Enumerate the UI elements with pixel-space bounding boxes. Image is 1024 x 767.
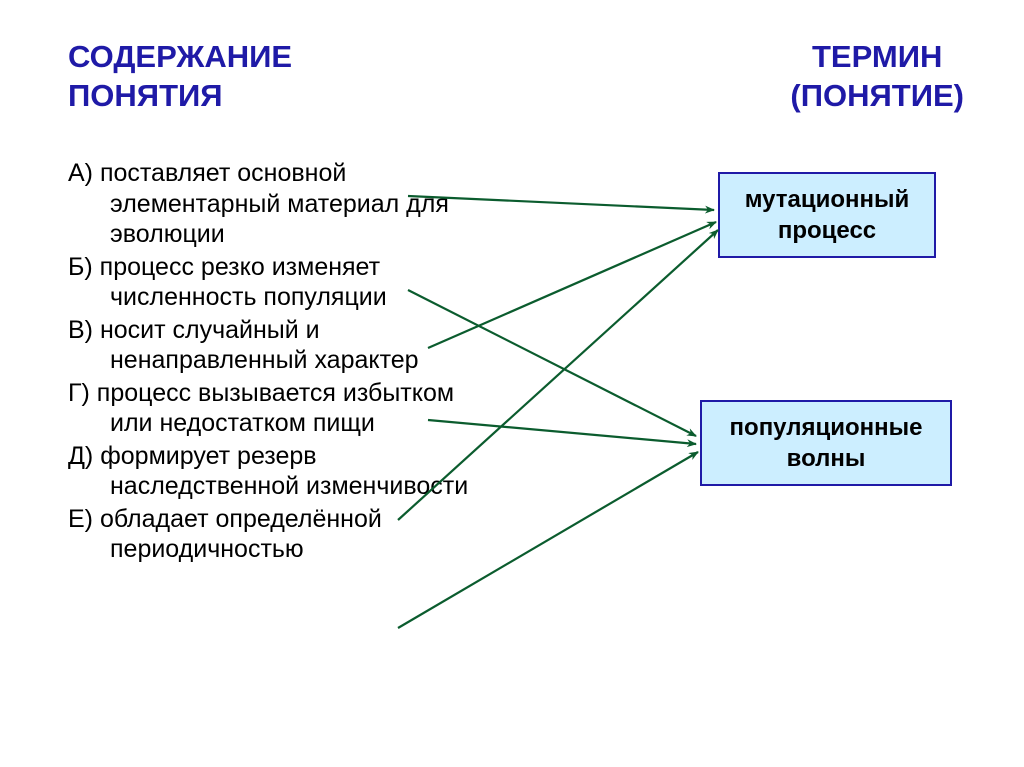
term2-line1: популяционные [730,414,923,441]
term-box-2: популяционные волны [700,400,952,486]
list-item-a: А) поставляет основной элементарный мате… [68,158,488,250]
right-heading: ТЕРМИН (ПОНЯТИЕ) [790,38,964,116]
list-item-b: Б) процесс резко изменяет численность по… [68,252,488,313]
right-heading-line1: ТЕРМИН [812,39,942,74]
list-item-e: Д) формирует резерв наследственной измен… [68,441,488,502]
list-item-d: Г) процесс вызывается избытком или недос… [68,378,488,439]
left-heading-line2: ПОНЯТИЯ [68,78,223,113]
term-box-1: мутационный процесс [718,172,936,258]
content-list: А) поставляет основной элементарный мате… [68,158,488,567]
list-item-f: Е) обладает определённой периодичностью [68,504,488,565]
term2-line2: волны [787,445,866,472]
list-item-c: В) носит случайный и ненаправленный хара… [68,315,488,376]
term1-line2: процесс [778,217,876,244]
right-heading-line2: (ПОНЯТИЕ) [790,78,964,113]
left-heading-line1: СОДЕРЖАНИЕ [68,39,292,74]
term1-line1: мутационный [745,186,910,213]
left-heading: СОДЕРЖАНИЕ ПОНЯТИЯ [68,38,292,116]
